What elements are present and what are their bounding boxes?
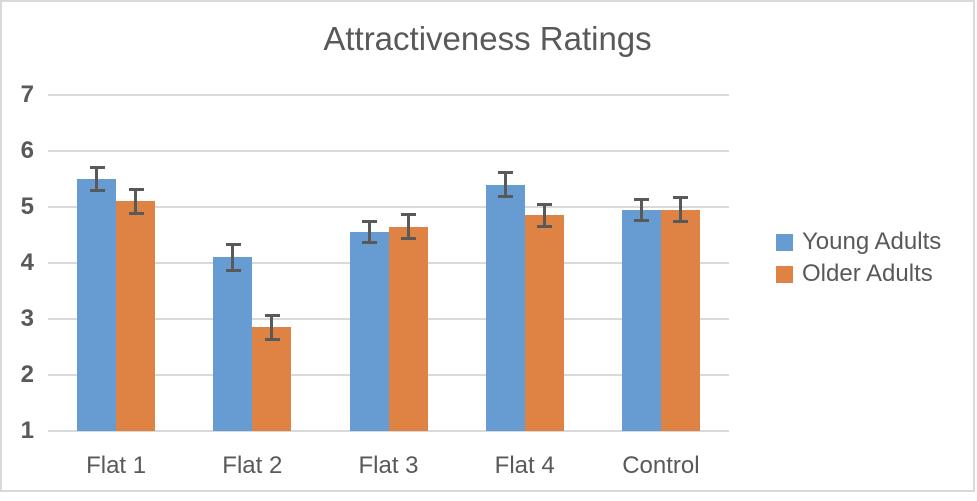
error-bar-cap-bottom xyxy=(401,236,416,240)
error-bar-cap-bottom xyxy=(673,220,689,224)
error-bar-cap-top xyxy=(264,314,280,318)
error-bar xyxy=(367,221,371,244)
bar-young-adults-flat-1 xyxy=(77,179,117,431)
error-bar-cap-top xyxy=(498,171,514,175)
y-axis-tick-label: 4 xyxy=(20,249,34,276)
bar-young-adults-flat-3 xyxy=(349,232,389,431)
error-bar-cap-top xyxy=(401,213,416,217)
error-bar-cap-bottom xyxy=(498,194,514,198)
y-axis-tick-label: 5 xyxy=(20,193,34,220)
error-bar-cap-top xyxy=(537,203,553,207)
error-bar xyxy=(406,214,410,239)
legend-label: Young Adults xyxy=(802,228,942,255)
bar-young-adults-flat-4 xyxy=(485,184,525,431)
x-axis-label-flat-1: Flat 1 xyxy=(86,452,147,479)
y-axis-tick-label: 6 xyxy=(20,137,34,164)
x-axis-label-control: Control xyxy=(622,452,700,479)
legend-label: Older Adults xyxy=(802,260,933,287)
y-axis-tick-label: 3 xyxy=(20,305,34,332)
error-bar-cap-top xyxy=(225,242,241,246)
error-bar xyxy=(231,243,235,271)
error-bar xyxy=(134,189,138,214)
error-bar xyxy=(503,172,507,197)
error-bar xyxy=(95,167,99,191)
bar-young-adults-control xyxy=(621,209,661,431)
legend: Young Adults Older Adults xyxy=(776,226,941,290)
bar-older-adults-flat-4 xyxy=(524,215,564,431)
x-axis-label-flat-3: Flat 3 xyxy=(358,452,419,479)
error-bar-cap-bottom xyxy=(89,188,105,192)
error-bar xyxy=(270,315,274,340)
error-bar-cap-bottom xyxy=(537,224,553,228)
legend-swatch-icon xyxy=(776,233,793,251)
gridline-y-1 xyxy=(48,430,729,432)
error-bar-cap-top xyxy=(362,220,377,223)
gridline-y-5 xyxy=(48,206,729,208)
y-axis-tick-label: 1 xyxy=(20,417,34,444)
gridline-y-7 xyxy=(48,94,729,96)
error-bar-cap-top xyxy=(128,188,144,192)
error-bar xyxy=(678,197,682,223)
error-bar-cap-top xyxy=(634,197,650,201)
error-bar-cap-bottom xyxy=(362,241,377,245)
error-bar-cap-bottom xyxy=(128,211,144,215)
y-axis-tick-label: 2 xyxy=(20,361,34,388)
error-bar-cap-top xyxy=(89,166,105,170)
x-axis-label-flat-4: Flat 4 xyxy=(494,452,555,479)
error-bar xyxy=(639,198,643,221)
legend-swatch-icon xyxy=(776,265,793,283)
x-axis-label-flat-2: Flat 2 xyxy=(222,452,283,479)
error-bar-cap-bottom xyxy=(225,268,241,272)
error-bar-cap-bottom xyxy=(634,219,650,222)
bar-older-adults-flat-1 xyxy=(116,201,156,431)
y-axis-tick-label: 7 xyxy=(20,81,34,108)
bar-young-adults-flat-2 xyxy=(213,257,253,431)
error-bar-cap-bottom xyxy=(264,337,280,341)
gridline-y-6 xyxy=(48,150,729,152)
chart-title: Attractiveness Ratings xyxy=(323,20,652,57)
error-bar-cap-top xyxy=(673,196,689,200)
bar-older-adults-flat-3 xyxy=(388,226,428,431)
legend-item-older-adults: Older Adults xyxy=(776,258,941,290)
bar-older-adults-control xyxy=(660,209,700,431)
error-bar xyxy=(542,204,546,227)
legend-item-young-adults: Young Adults xyxy=(776,226,941,258)
bar-older-adults-flat-2 xyxy=(252,327,292,431)
